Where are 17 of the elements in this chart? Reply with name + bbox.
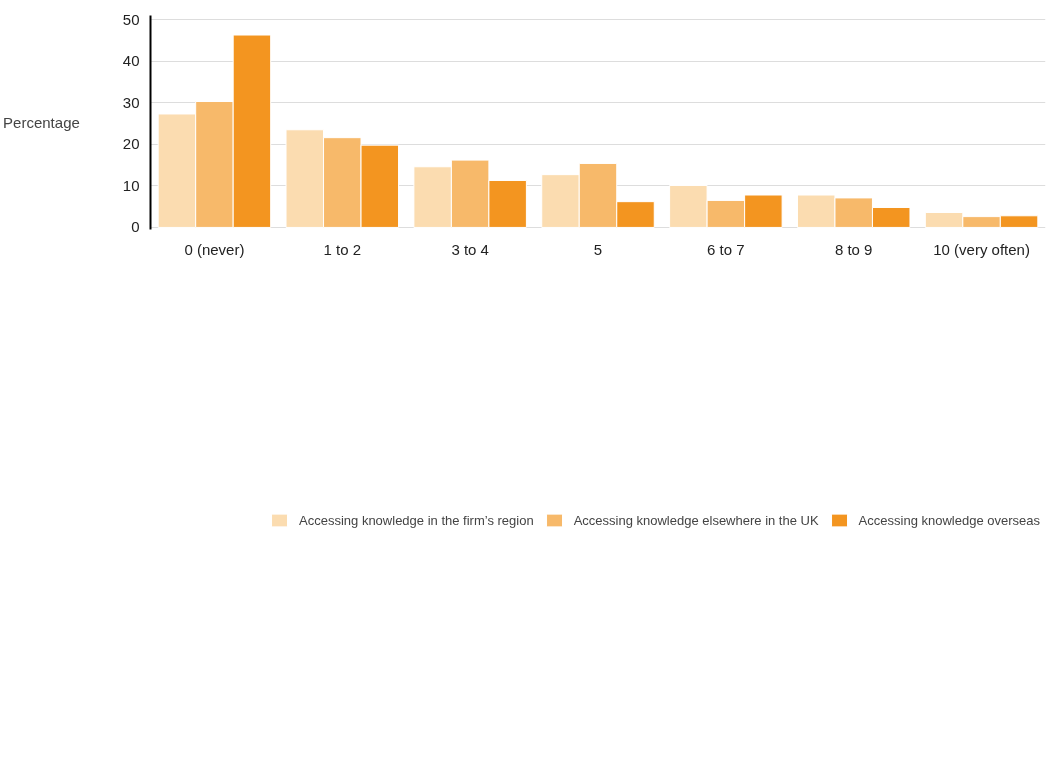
legend-label: Accessing knowledge overseas (858, 512, 1040, 528)
y-tick-label: 30 (122, 93, 140, 111)
y-tick-label: 10 (122, 176, 140, 194)
x-tick-label: 6 to 7 (707, 240, 745, 258)
x-tick-label: 0 (never) (184, 240, 245, 258)
y-tick-label: 50 (122, 10, 140, 28)
x-tick-label: 8 to 9 (834, 240, 873, 258)
y-tick-label: 20 (122, 135, 140, 153)
x-tick-label: 1 to 2 (323, 240, 362, 258)
legend-label: Accessing knowledge elsewhere in the UK (573, 512, 819, 528)
y-tick-label: 0 (131, 218, 140, 236)
x-tick-label: 5 (593, 240, 603, 258)
legend-label: Accessing knowledge in the firm’s region (299, 512, 534, 528)
y-axis-title: Percentage (3, 114, 80, 131)
x-tick-label: 3 to 4 (451, 240, 489, 258)
x-tick-label: 10 (very often) (933, 240, 1030, 258)
y-tick-label: 40 (122, 52, 140, 70)
